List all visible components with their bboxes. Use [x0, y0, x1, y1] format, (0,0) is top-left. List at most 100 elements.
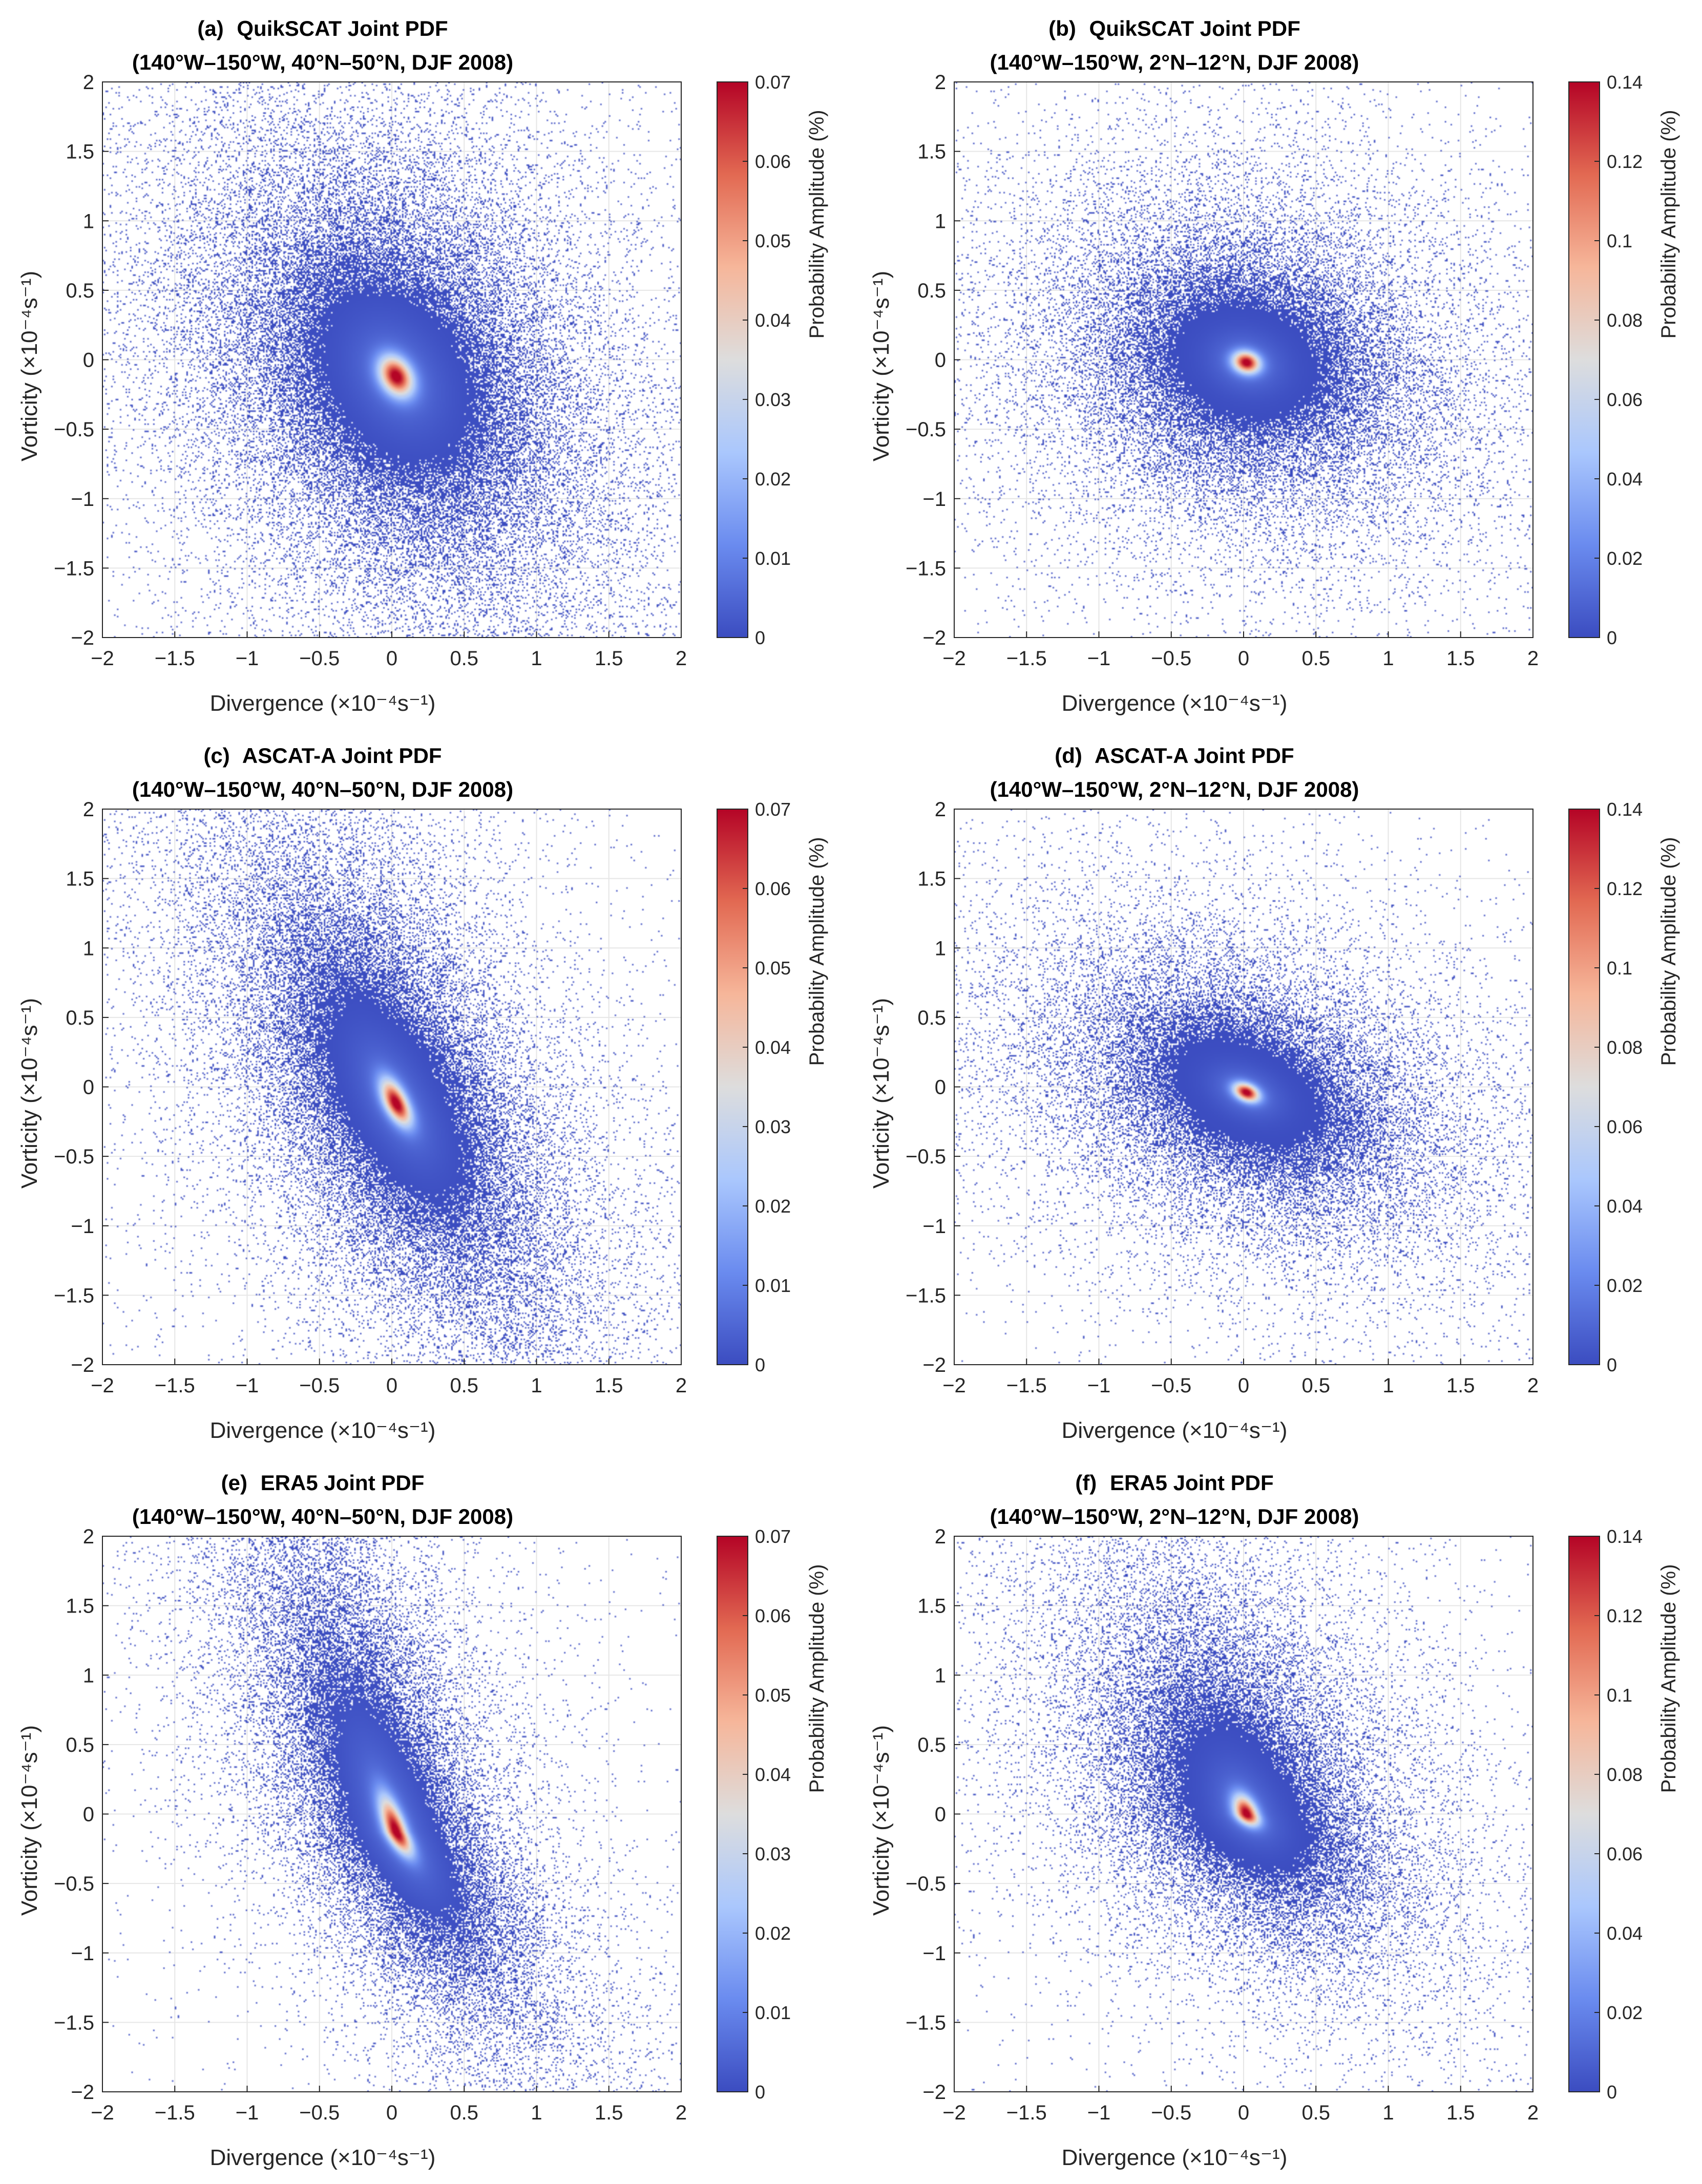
- colorbar-tick-label: 0.04: [1607, 1923, 1643, 1944]
- y-tick-label: 0: [83, 1804, 94, 1826]
- colorbar-tick-label: 0.01: [755, 1275, 791, 1296]
- x-tick-label: −1: [1087, 647, 1111, 670]
- x-tick-label: 0: [1238, 647, 1249, 670]
- y-tick-label: −1.5: [906, 1284, 946, 1307]
- colorbar-tick-label: 0.1: [1607, 1685, 1632, 1706]
- colorbar-tick-label: 0.02: [1607, 1275, 1643, 1296]
- x-tick-label: 0: [386, 2102, 397, 2124]
- x-tick-labels: −2 −1.5 −1 −0.5 0 0.5 1 1.5 2: [942, 631, 1539, 670]
- colorbar-tick-label: 0.04: [755, 310, 791, 331]
- x-tick-label: 1.5: [595, 1374, 623, 1397]
- y-tick-label: 0.5: [917, 280, 946, 302]
- x-tick-label: 1: [531, 2102, 542, 2124]
- y-tick-label: 0.5: [66, 1734, 94, 1756]
- chart-subtitle: (140°W–150°W, 2°N–12°N, DJF 2008): [990, 1504, 1359, 1529]
- x-tick-label: −1: [236, 647, 259, 670]
- chart-label: (e): [221, 1471, 247, 1495]
- x-tick-label: 1.5: [1446, 647, 1475, 670]
- y-tick-label: −1: [922, 1942, 946, 1965]
- x-tick-label: −1: [1087, 2102, 1111, 2124]
- colorbar-tick-label: 0: [1607, 2082, 1617, 2103]
- x-tick-label: 2: [676, 1374, 687, 1397]
- chart-label: (a): [197, 16, 223, 40]
- colorbar-tick-label: 0.02: [755, 1196, 791, 1217]
- x-tick-label: −1.5: [1006, 2102, 1047, 2124]
- chart-title-text: QuikSCAT Joint PDF: [1089, 16, 1300, 40]
- colorbar-tick-label: 0.12: [1607, 878, 1643, 899]
- y-tick-label: −1.5: [906, 2011, 946, 2034]
- colorbar-label: Probability Amplitude (%): [806, 1564, 828, 1793]
- heatmap-image: [102, 1536, 681, 2092]
- panel-d: (d) ASCAT-A Joint PDF (140°W–150°W, 2°N–…: [852, 727, 1702, 1454]
- y-tick-labels: −2 −1.5 −1 −0.5 0 0.5 1 1.5 2: [906, 1525, 960, 2104]
- chart-label: (f): [1075, 1471, 1097, 1495]
- x-axis-label: Divergence (×10⁻⁴s⁻¹): [210, 691, 436, 716]
- x-axis-label: Divergence (×10⁻⁴s⁻¹): [1062, 1418, 1288, 1443]
- x-tick-label: −2: [91, 1374, 114, 1397]
- x-tick-label: 0: [1238, 1374, 1249, 1397]
- x-tick-label: 0.5: [450, 647, 478, 670]
- panel-c: (c) ASCAT-A Joint PDF (140°W–150°W, 40°N…: [0, 727, 850, 1454]
- colorbar-tick-label: 0.06: [1607, 1116, 1643, 1137]
- colorbar-label: Probability Amplitude (%): [806, 110, 828, 339]
- y-axis-label: Vorticity (×10⁻⁴s⁻¹): [869, 271, 894, 461]
- x-tick-label: 2: [1527, 2102, 1539, 2124]
- y-tick-label: −1.5: [54, 2011, 94, 2034]
- y-tick-label: −2: [71, 1354, 94, 1376]
- chart-label: (b): [1048, 16, 1076, 40]
- colorbar-tick-label: 0.02: [755, 1923, 791, 1944]
- y-tick-label: 1: [935, 210, 946, 232]
- x-axis-label: Divergence (×10⁻⁴s⁻¹): [1062, 2145, 1288, 2170]
- y-tick-label: 0.5: [66, 280, 94, 302]
- chart-title: (e) ERA5 Joint PDF: [221, 1471, 425, 1495]
- y-tick-label: −0.5: [54, 418, 94, 441]
- x-tick-label: 2: [1527, 1374, 1539, 1397]
- x-tick-label: −2: [942, 647, 966, 670]
- y-axis-label: Vorticity (×10⁻⁴s⁻¹): [17, 271, 42, 461]
- y-tick-label: 1: [83, 1664, 94, 1687]
- x-tick-label: 0.5: [450, 2102, 478, 2124]
- colorbar-tick-label: 0.02: [755, 469, 791, 490]
- x-tick-label: −1: [236, 1374, 259, 1397]
- colorbar-tick-label: 0.12: [1607, 1605, 1643, 1626]
- chart-title: (b) QuikSCAT Joint PDF: [1048, 16, 1300, 40]
- chart-subtitle: (140°W–150°W, 40°N–50°N, DJF 2008): [132, 50, 513, 74]
- colorbar-label: Probability Amplitude (%): [1657, 110, 1680, 339]
- x-tick-label: −1.5: [1006, 1374, 1047, 1397]
- chart-subtitle: (140°W–150°W, 40°N–50°N, DJF 2008): [132, 1504, 513, 1529]
- y-tick-label: −0.5: [906, 1873, 946, 1895]
- colorbar-gradient: [717, 809, 748, 1365]
- colorbar: 0 0.02 0.04 0.06 0.08 0.1 0.12 0.14: [1568, 1526, 1643, 2103]
- x-tick-label: −0.5: [299, 1374, 340, 1397]
- plot-area: [102, 809, 681, 1365]
- y-tick-label: −2: [922, 627, 946, 649]
- y-tick-label: 1.5: [66, 1595, 94, 1618]
- x-tick-label: 1.5: [1446, 1374, 1475, 1397]
- colorbar-tick-label: 0.14: [1607, 799, 1643, 820]
- colorbar-gradient: [1568, 1536, 1600, 2092]
- x-axis-label: Divergence (×10⁻⁴s⁻¹): [1062, 691, 1288, 716]
- x-tick-label: 0.5: [1301, 647, 1330, 670]
- y-tick-label: 1: [83, 210, 94, 232]
- x-tick-label: −1.5: [155, 1374, 195, 1397]
- heatmap-image: [954, 82, 1533, 638]
- colorbar-tick-label: 0.07: [755, 72, 791, 93]
- colorbar-tick-label: 0.03: [755, 389, 791, 410]
- y-tick-label: 0: [935, 1804, 946, 1826]
- y-tick-label: −0.5: [54, 1146, 94, 1168]
- chart-label: (c): [203, 744, 229, 768]
- y-tick-label: 2: [83, 71, 94, 94]
- chart-title-text: ERA5 Joint PDF: [261, 1471, 425, 1495]
- x-tick-label: −2: [942, 2102, 966, 2124]
- x-tick-label: −1.5: [155, 2102, 195, 2124]
- x-tick-label: 0.5: [1301, 1374, 1330, 1397]
- x-tick-label: −0.5: [299, 647, 340, 670]
- chart-f: (f) ERA5 Joint PDF (140°W–150°W, 2°N–12°…: [869, 1471, 1680, 2170]
- x-tick-labels: −2 −1.5 −1 −0.5 0 0.5 1 1.5 2: [942, 1359, 1539, 1397]
- x-tick-label: −0.5: [1151, 1374, 1191, 1397]
- x-tick-label: 1: [1382, 647, 1394, 670]
- plot-area: [954, 1536, 1533, 2092]
- y-tick-label: 2: [83, 1525, 94, 1548]
- y-tick-label: 0: [83, 1076, 94, 1099]
- y-tick-label: 0.5: [917, 1007, 946, 1029]
